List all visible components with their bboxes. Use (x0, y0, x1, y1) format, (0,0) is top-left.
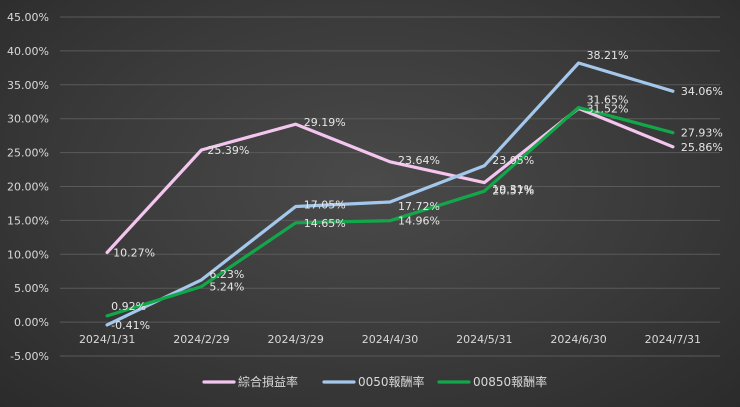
x-tick-label: 2024/3/29 (268, 333, 324, 346)
data-label: -0.41% (111, 319, 150, 332)
data-label: 23.05% (492, 154, 534, 167)
x-tick-label: 2024/7/31 (645, 333, 701, 346)
data-label: 17.05% (304, 199, 346, 212)
data-label: 6.23% (209, 268, 244, 281)
data-label: 14.65% (304, 217, 346, 230)
y-tick-label: 5.00% (14, 282, 49, 295)
y-tick-label: 10.00% (7, 248, 49, 261)
y-tick-label: 15.00% (7, 214, 49, 227)
y-tick-label: 35.00% (7, 79, 49, 92)
data-labels: 10.27% 25.39% 29.19% 23.64% 20.57% 31.52% 25.8… (111, 49, 723, 332)
data-label: 17.72% (398, 200, 440, 213)
data-label: 25.86% (681, 141, 723, 154)
data-label: 5.24% (209, 281, 244, 294)
y-tick-label: -5.00% (10, 350, 49, 363)
y-tick-label: 30.00% (7, 113, 49, 126)
data-label: 20.57% (492, 185, 534, 198)
data-label: 14.96% (398, 215, 440, 228)
legend-entry: 00850報酬率 (473, 374, 547, 389)
data-label: 29.19% (304, 116, 346, 129)
data-label: 34.06% (681, 85, 723, 98)
y-tick-label: 20.00% (7, 181, 49, 194)
x-tick-label: 2024/5/31 (456, 333, 512, 346)
y-tick-label: 25.00% (7, 147, 49, 160)
legend-entry: 0050報酬率 (358, 374, 425, 389)
data-label: 31.65% (587, 94, 629, 107)
data-label: 23.64% (398, 154, 440, 167)
data-label: 10.27% (113, 246, 155, 259)
x-tick-label: 2024/1/31 (79, 333, 135, 346)
y-tick-label: 40.00% (7, 45, 49, 58)
data-label: 27.93% (681, 127, 723, 140)
legend-entry: 綜合損益率 (238, 374, 298, 389)
x-tick-label: 2024/4/30 (362, 333, 418, 346)
series-line-2 (105, 105, 675, 318)
data-label: 38.21% (587, 49, 629, 62)
series-lines (105, 61, 675, 327)
x-tick-label: 2024/2/29 (173, 333, 229, 346)
gridlines (60, 16, 720, 357)
series-line-0 (105, 106, 675, 255)
x-tick-label: 2024/6/30 (550, 333, 606, 346)
y-axis-tick-labels: -5.00% 0.00% 5.00% 10.00% 15.00% 20.00% 25.00%… (7, 11, 49, 363)
data-label: 31.52% (587, 102, 629, 115)
legend: 綜合損益率 0050報酬率 00850報酬率 (202, 374, 547, 389)
data-label: 19.31% (492, 183, 534, 196)
x-axis-tick-labels: 2024/1/31 2024/2/29 2024/3/29 2024/4/30 2024… (79, 333, 701, 346)
y-tick-label: 0.00% (14, 316, 49, 329)
data-label: 25.39% (207, 144, 249, 157)
series-line-1 (105, 61, 675, 327)
y-tick-label: 45.00% (7, 11, 49, 24)
data-label: 0.92% (111, 300, 146, 313)
